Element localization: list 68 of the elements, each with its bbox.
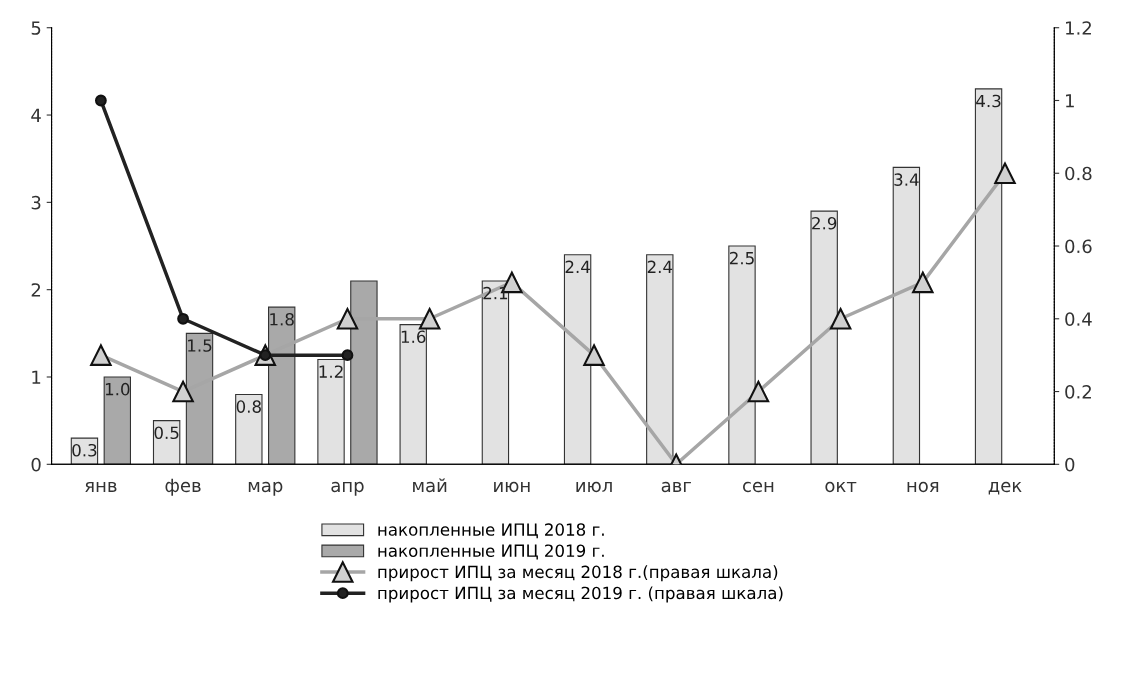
- legend-label: накопленные ИПЦ 2018 г.: [378, 523, 604, 539]
- bar: [399, 324, 427, 465]
- data-label: 1.0: [105, 382, 130, 396]
- bar: [728, 245, 756, 465]
- y2-tick-label: 0.4: [1065, 312, 1092, 326]
- data-label: 2.1: [483, 286, 508, 300]
- data-label: 0.3: [72, 443, 97, 457]
- data-label: 2.5: [729, 251, 754, 265]
- data-label: 3.4: [894, 173, 919, 186]
- data-label: 1.2: [319, 365, 343, 378]
- data-label: 4.3: [976, 94, 1001, 108]
- x-tick-label: мар: [248, 481, 283, 496]
- bar: [481, 280, 510, 465]
- bar: [235, 393, 263, 465]
- y2-tick-label: 1: [1066, 94, 1074, 108]
- data-label: 1.5: [188, 339, 212, 352]
- legend-label: накопленные ИПЦ 2019 г.: [378, 544, 604, 560]
- y-tick-label: 1: [32, 370, 41, 384]
- point: [912, 271, 934, 294]
- point: [583, 344, 605, 366]
- point: [418, 308, 441, 330]
- point: [94, 94, 107, 107]
- x-tick-label: окт: [825, 481, 857, 493]
- x-tick-label: фев: [165, 478, 201, 496]
- x-tick-label: дек: [988, 481, 1022, 495]
- point: [994, 162, 1016, 185]
- data-label: 1.8: [270, 312, 294, 326]
- data-label: 0.5: [154, 426, 179, 440]
- bar: [646, 254, 674, 465]
- bar: [892, 166, 921, 465]
- point: [747, 380, 770, 403]
- point: [341, 349, 354, 362]
- bar: [103, 376, 132, 465]
- bar: [317, 358, 345, 465]
- data-label: 0.8: [236, 400, 261, 413]
- y2-tick-label: 1.2: [1066, 21, 1091, 35]
- data-label: 2.9: [812, 216, 837, 230]
- y2-tick-label: 0.6: [1065, 239, 1092, 254]
- bar: [974, 88, 1003, 465]
- x-tick-label: янв: [85, 482, 117, 492]
- legend-label: прирост ИПЦ за месяц 2019 г. (правая шкала): [378, 586, 783, 603]
- legend-label: прирост ИПЦ за месяц 2018 г.(правая шкала): [378, 565, 778, 582]
- bar: [810, 210, 838, 465]
- point: [177, 312, 189, 325]
- point: [336, 308, 359, 330]
- bar: [152, 420, 181, 465]
- bar: [563, 254, 592, 465]
- x-tick-label: авг: [661, 481, 691, 493]
- y-tick-label: 5: [31, 21, 41, 35]
- y-tick-label: 0: [31, 457, 41, 472]
- y-tick-label: 2: [31, 283, 41, 297]
- data-label: 2.4: [565, 260, 590, 273]
- x-tick-label: апр: [331, 481, 364, 496]
- point: [172, 380, 194, 403]
- y-tick-label: 4: [31, 108, 41, 122]
- x-tick-label: июл: [576, 481, 612, 493]
- y2-tick-label: 0.2: [1065, 385, 1091, 399]
- y2-tick-label: 0: [1065, 457, 1075, 472]
- x-tick-label: сен: [743, 481, 774, 493]
- data-label: 2.4: [647, 260, 673, 273]
- x-tick-label: ноя: [907, 481, 939, 493]
- x-tick-label: июн: [494, 481, 530, 493]
- point: [90, 344, 112, 366]
- point: [829, 308, 852, 330]
- x-tick-label: май: [413, 478, 447, 493]
- y2-tick-label: 0.8: [1065, 166, 1092, 181]
- y-tick-label: 3: [31, 195, 41, 210]
- data-label: 1.6: [401, 330, 426, 344]
